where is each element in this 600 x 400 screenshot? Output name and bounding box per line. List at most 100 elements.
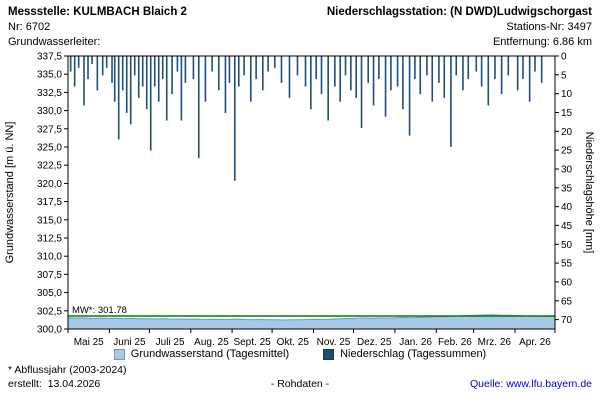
precip-bar — [149, 56, 152, 151]
precip-bar — [125, 56, 128, 113]
precip-bar — [288, 56, 291, 98]
precip-bar — [184, 56, 187, 83]
station-number: Nr: 6702 — [8, 21, 51, 33]
precip-bar — [480, 56, 483, 87]
precip-bar — [243, 56, 245, 76]
precip-bar — [267, 56, 269, 72]
precip-bar — [157, 56, 160, 102]
header-right: Niederschlagsstation: (N DWD)Ludwigschor… — [327, 5, 592, 50]
y-right-axis-title: Niederschlagshöhe [mm] — [583, 132, 595, 254]
y-left-tick-label: 335,0 — [37, 70, 62, 81]
precip-bar — [176, 56, 179, 72]
precip-bar — [315, 56, 317, 80]
precip-bar — [384, 56, 387, 117]
y-left-tick-label: 322,5 — [37, 161, 62, 172]
precip-bar — [438, 56, 440, 83]
precip-bar — [255, 56, 257, 80]
y-right-tick-label: 50 — [561, 240, 573, 251]
precip-bar — [467, 56, 470, 80]
precip-bar — [121, 56, 124, 91]
precip-bar — [431, 56, 434, 102]
y-right-tick-label: 30 — [561, 165, 573, 176]
y-right-tick-label: 10 — [561, 89, 573, 100]
precip-bar — [355, 56, 357, 98]
footer-row: erstellt: 13.04.2026 - Rohdaten - Quelle… — [8, 378, 592, 392]
station-title: Messstelle: KULMBACH Blaich 2 — [8, 6, 187, 18]
precip-bar — [111, 56, 113, 83]
chart-canvas: MW*: 301.78 337,5 335,0 332,5 330,0 327,5 325,… — [4, 52, 595, 349]
precip-bar — [137, 56, 140, 98]
y-left-tick-label: 307,5 — [37, 270, 62, 281]
precip-bar — [69, 56, 72, 72]
precip-bar — [487, 56, 490, 106]
y-right-tick-label: 5 — [561, 70, 567, 81]
y-left-tick-label: 337,5 — [37, 52, 62, 63]
precip-bar — [113, 56, 116, 102]
precip-bar — [450, 56, 452, 147]
plot-border — [67, 55, 556, 330]
precip-bar — [522, 56, 524, 80]
precip-bar — [171, 56, 173, 95]
x-tick-label: Feb. 26 — [438, 337, 472, 348]
precip-bar — [507, 56, 510, 76]
y-left-tick-label: 312,5 — [37, 234, 62, 245]
y-left-tick-label: 330,0 — [37, 106, 62, 117]
legend: Grundwasserstand (Tagesmittel) Niederschl… — [0, 348, 600, 360]
precip-bar — [105, 56, 108, 68]
created-date: erstellt: 13.04.2026 — [8, 378, 101, 390]
x-tick-label: Mai 25 — [74, 337, 104, 348]
y-right-tick-label: 55 — [561, 259, 573, 270]
precip-bar — [534, 56, 536, 72]
y-left-tick-label: 317,5 — [37, 197, 62, 208]
y-left-tick-label: 332,5 — [37, 88, 62, 99]
y-left-tick-label: 300,0 — [37, 325, 62, 336]
precip-bar — [339, 56, 341, 102]
precip-bar — [426, 56, 428, 76]
precip-bar — [101, 56, 104, 76]
precip-bar — [192, 56, 195, 80]
precip-bar — [402, 56, 404, 110]
y-right-tick-label: 0 — [561, 52, 567, 63]
precip-bar — [117, 56, 120, 140]
x-tick-label: Juni 25 — [113, 337, 146, 348]
y-left-tick-label: 315,0 — [37, 215, 62, 226]
precip-bar — [378, 56, 380, 80]
y-left-tick-label: 305,0 — [37, 288, 62, 299]
precip-bar — [367, 56, 370, 83]
distance-value: Entfernung: 6.86 km — [492, 36, 592, 48]
precip-bar — [310, 56, 312, 110]
legend-swatch-precipitation — [323, 348, 335, 360]
y-left-tick-label: 320,0 — [37, 179, 62, 190]
x-tick-label: Apr. 26 — [519, 337, 551, 348]
x-tick-label: Aug. 25 — [194, 337, 229, 348]
legend-swatch-groundwater — [113, 348, 125, 360]
header: Messstelle: KULMBACH Blaich 2 Nr: 6702 G… — [8, 5, 592, 50]
x-tick-label: Mrz. 26 — [478, 337, 512, 348]
precip-bar — [408, 56, 411, 136]
precip-bar — [217, 56, 220, 91]
precip-bar — [83, 56, 85, 106]
legend-label: Grundwasserstand (Tagesmittel) — [130, 348, 290, 360]
precip-bar — [462, 56, 464, 91]
legend-item-groundwater: Grundwasserstand (Tagesmittel) — [113, 348, 290, 360]
precip-bar — [204, 56, 207, 102]
y-right-tick-label: 70 — [561, 315, 573, 326]
precip-bar — [145, 56, 148, 110]
legend-item-precipitation: Niederschlag (Tagessummen) — [323, 348, 486, 360]
precip-bar — [372, 56, 375, 106]
precip-bar — [350, 56, 352, 91]
x-tick-label: Nov. 25 — [317, 337, 351, 348]
precip-bar — [540, 56, 543, 83]
precip-bar — [237, 56, 240, 87]
precip-bar — [475, 56, 478, 72]
precip-bar — [180, 56, 183, 121]
precip-bar — [344, 56, 347, 76]
y-left-tick-label: 327,5 — [37, 124, 62, 135]
precip-bar — [153, 56, 156, 87]
precip-bar — [320, 56, 323, 95]
source-link[interactable]: Quelle: www.lfu.bayern.de — [470, 378, 592, 390]
header-left: Messstelle: KULMBACH Blaich 2 Nr: 6702 G… — [8, 5, 187, 50]
precip-bar — [360, 56, 363, 129]
precip-bar — [77, 56, 80, 68]
precip-bar — [500, 56, 503, 95]
